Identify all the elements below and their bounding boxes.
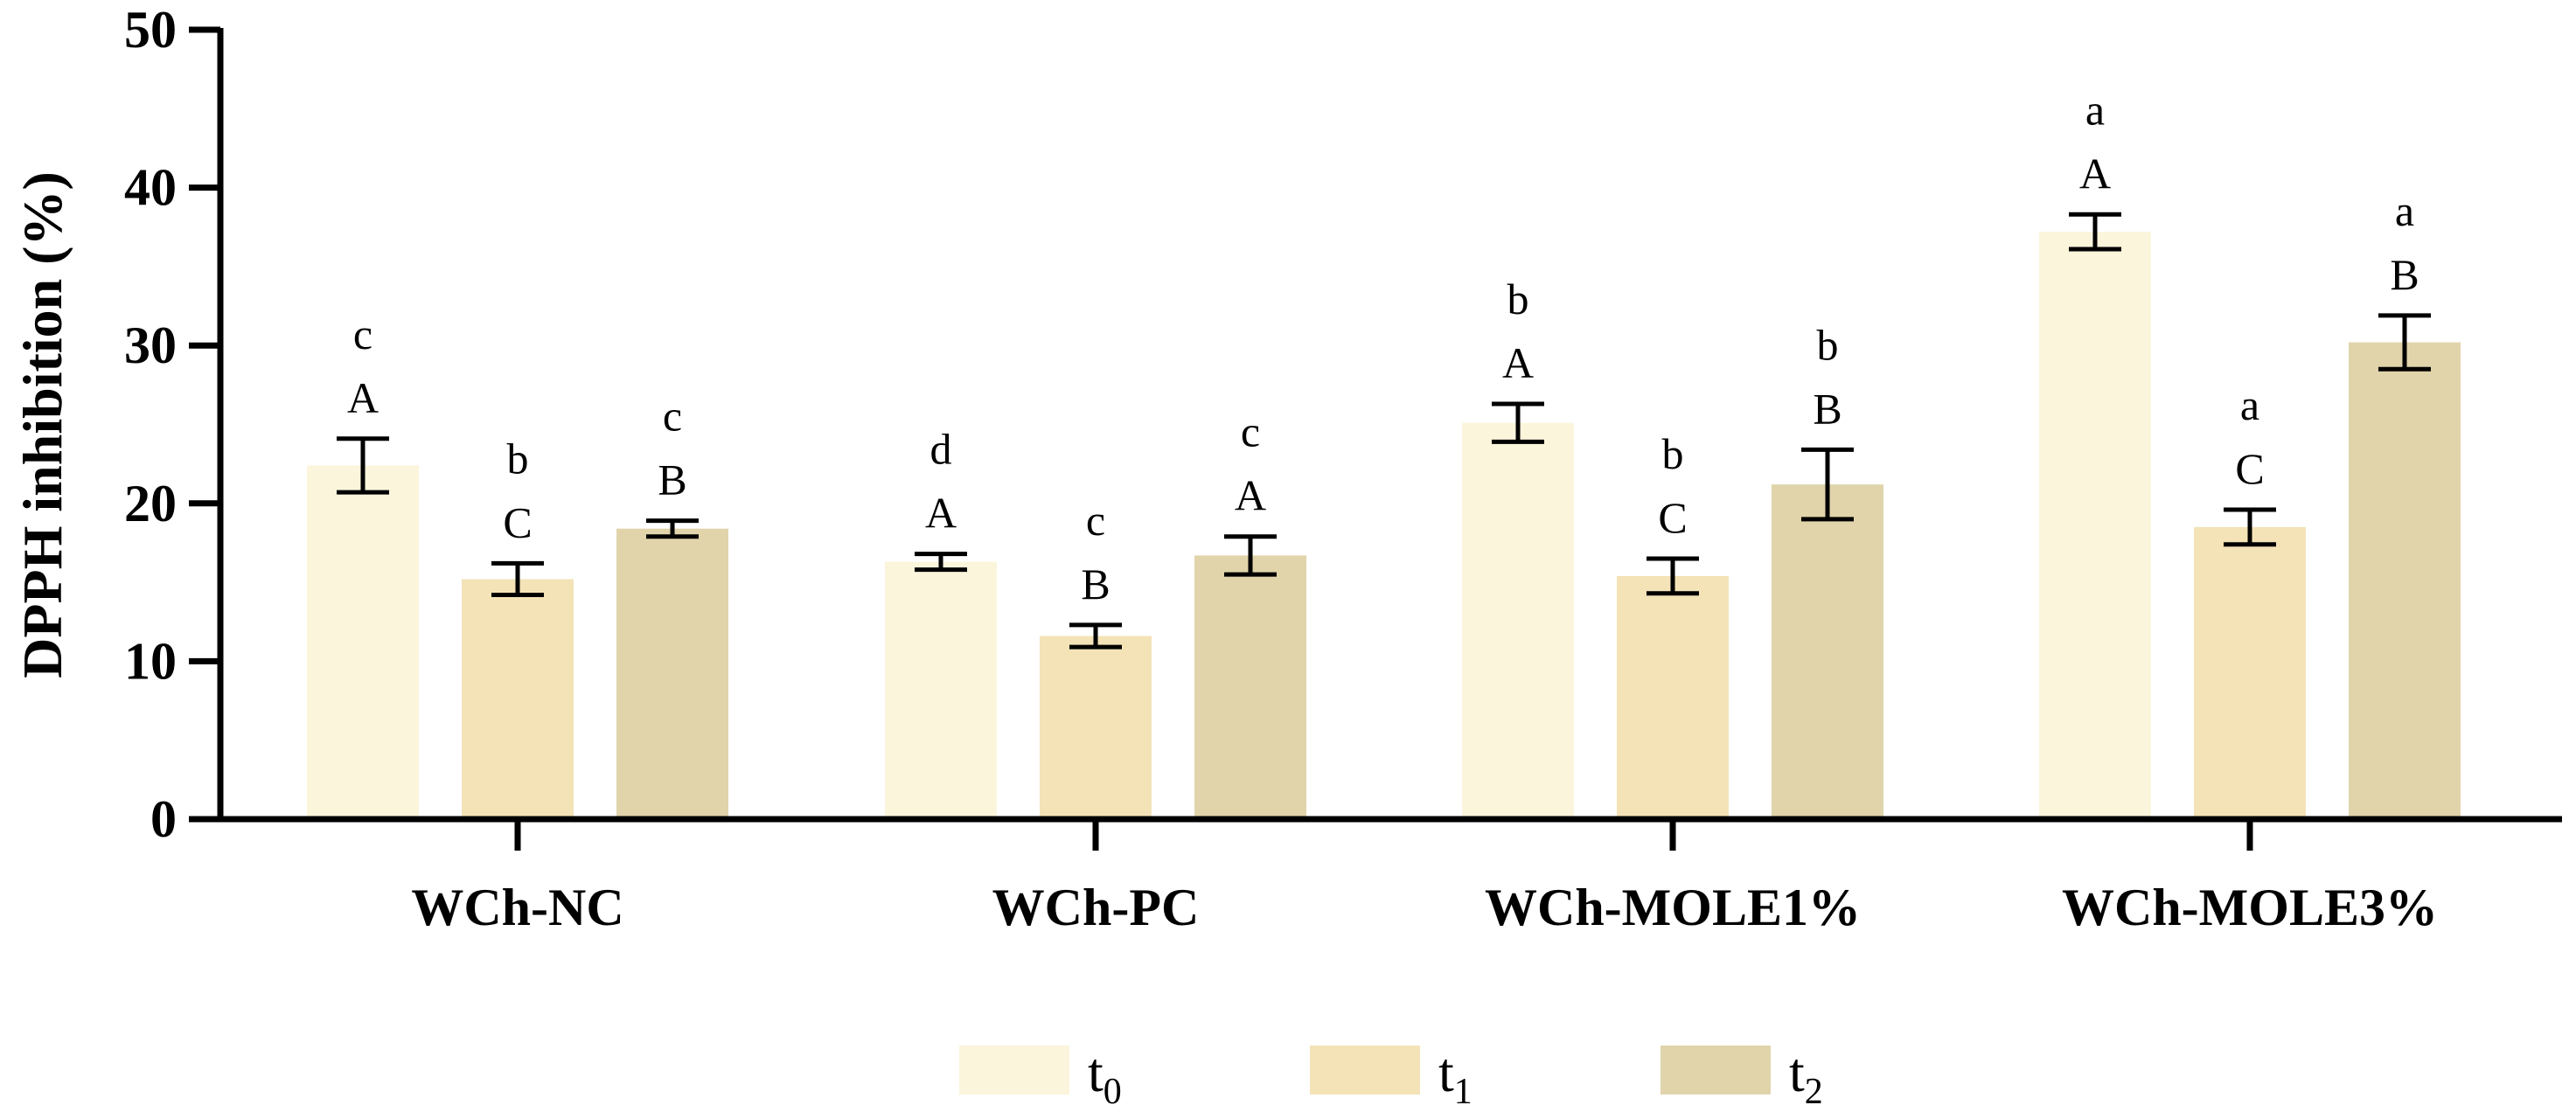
upper-significance-letter: A [1502, 338, 1534, 387]
legend-label: t2 [1789, 1041, 1823, 1112]
y-tick-label: 10 [124, 632, 177, 690]
upper-significance-letter: C [1658, 493, 1687, 542]
legend-label: t0 [1088, 1041, 1122, 1112]
x-category-label: WCh-NC [411, 879, 623, 936]
lower-significance-letter: c [1086, 496, 1105, 545]
legend-swatch [1310, 1046, 1420, 1095]
legend-item: t1 [1310, 1041, 1472, 1112]
y-tick-label: 20 [124, 475, 177, 532]
axes-layer: 0 10 20 30 40 50 WCh-NC WCh-PC WCh-MOLE1% WCh-MOL… [124, 1, 2562, 936]
error-bar [337, 436, 389, 495]
y-axis-label: DPPH inhibition (%) [11, 171, 73, 678]
upper-significance-letter: B [1813, 384, 1841, 433]
bar [1462, 422, 1574, 819]
upper-significance-letter: A [2079, 149, 2111, 198]
legend: t0 t1 t2 [959, 1041, 1823, 1112]
bar [2349, 342, 2461, 819]
error-bar [1224, 534, 1277, 577]
upper-significance-letter: A [1235, 471, 1266, 520]
lower-significance-letter: b [507, 434, 529, 483]
error-bar [1069, 622, 1122, 650]
bar [616, 528, 728, 819]
error-bar [1492, 401, 1544, 444]
error-bar [1801, 447, 1854, 522]
lower-significance-letter: c [353, 309, 372, 358]
y-tick-label: 30 [124, 316, 177, 374]
lower-significance-letter: a [2240, 380, 2259, 429]
error-bar [1647, 556, 1699, 596]
lower-significance-letter: b [1507, 275, 1529, 323]
error-bar [2224, 507, 2276, 547]
upper-significance-letter: B [658, 455, 686, 504]
bar [885, 561, 997, 819]
lower-significance-letter: b [1662, 429, 1684, 478]
y-tick-label: 40 [124, 159, 177, 217]
error-bar [491, 560, 544, 598]
error-bar [646, 518, 699, 539]
upper-significance-letter: C [2235, 444, 2264, 493]
bar [1617, 575, 1729, 819]
upper-significance-letter: C [503, 497, 532, 546]
lower-significance-letter: c [663, 392, 682, 441]
lower-significance-letter: c [1241, 407, 1260, 456]
upper-significance-letter: A [347, 373, 379, 422]
lower-significance-letter: a [2085, 85, 2105, 134]
error-bar [2069, 212, 2121, 252]
bars-layer [307, 232, 2461, 820]
bar [2039, 232, 2151, 820]
legend-swatch [959, 1046, 1069, 1095]
bar [1772, 484, 1883, 819]
error-bar [2378, 313, 2431, 372]
lower-significance-letter: a [2395, 186, 2414, 235]
y-tick-label: 50 [124, 1, 177, 59]
bar [307, 465, 419, 819]
bar [2194, 526, 2306, 819]
bar [462, 579, 574, 819]
upper-significance-letter: B [1081, 560, 1110, 608]
upper-significance-letter: B [2390, 250, 2419, 299]
error-bars-layer [337, 212, 2431, 650]
legend-item: t2 [1660, 1041, 1823, 1112]
upper-significance-letter: A [925, 489, 957, 538]
bar [1194, 555, 1306, 819]
x-category-label: WCh-MOLE1% [1485, 879, 1861, 936]
legend-item: t0 [959, 1041, 1122, 1112]
x-category-label: WCh-MOLE3% [2062, 879, 2438, 936]
x-category-label: WCh-PC [992, 879, 1200, 936]
error-bar [915, 552, 967, 573]
y-tick-label: 0 [150, 790, 177, 848]
bar [1040, 636, 1152, 819]
lower-significance-letter: d [930, 425, 952, 474]
legend-label: t1 [1438, 1041, 1472, 1112]
legend-swatch [1660, 1046, 1771, 1095]
lower-significance-letter: b [1817, 320, 1839, 369]
